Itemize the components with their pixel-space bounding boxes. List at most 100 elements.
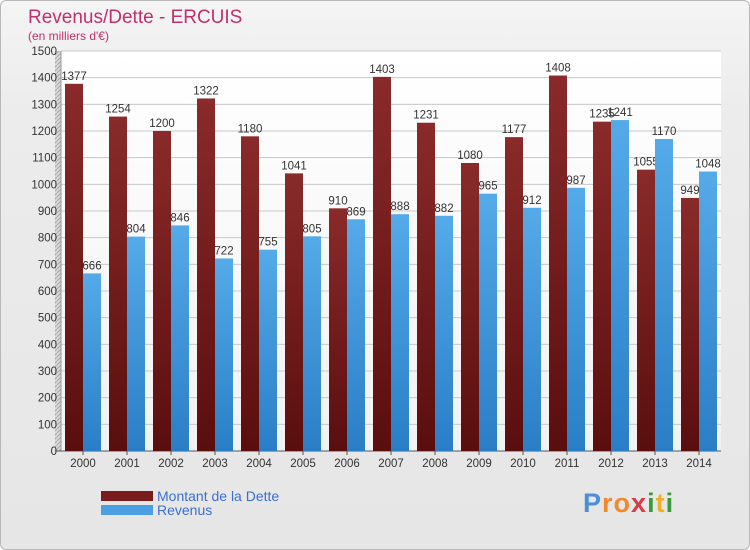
bar-dette xyxy=(109,116,127,451)
y-tick-label: 1100 xyxy=(32,153,57,165)
bar-revenus xyxy=(391,214,409,451)
y-tick-label: 600 xyxy=(38,286,57,298)
data-label-dette: 1235 xyxy=(589,109,615,121)
data-label-revenus: 804 xyxy=(126,224,146,236)
bar-revenus xyxy=(347,219,365,451)
data-label-revenus: 846 xyxy=(170,212,189,224)
x-tick-label: 2013 xyxy=(642,458,668,470)
x-tick-label: 2010 xyxy=(510,458,536,470)
x-tick-label: 2009 xyxy=(466,458,492,470)
data-label-revenus: 1170 xyxy=(652,126,677,138)
data-label-revenus: 912 xyxy=(522,195,541,207)
logo-letter: x xyxy=(631,488,648,518)
data-label-revenus: 882 xyxy=(434,203,453,215)
legend-label-dette: Montant de la Dette xyxy=(157,488,280,504)
bar-revenus xyxy=(127,236,145,451)
bar-revenus xyxy=(171,225,189,451)
bar-revenus xyxy=(435,215,453,451)
bar-dette xyxy=(241,136,259,452)
data-label-dette: 1041 xyxy=(281,160,307,172)
y-tick-label: 1500 xyxy=(31,46,57,58)
data-label-revenus: 869 xyxy=(346,206,365,218)
y-tick-label: 300 xyxy=(38,366,57,378)
x-tick-label: 2005 xyxy=(290,458,316,470)
x-tick-label: 2004 xyxy=(246,458,272,470)
bar-dette xyxy=(285,173,303,451)
bar-revenus xyxy=(303,236,321,451)
bar-revenus xyxy=(259,249,277,451)
legend-item-dette: Montant de la Dette xyxy=(101,487,279,505)
bar-revenus xyxy=(83,273,101,451)
x-tick-label: 2011 xyxy=(555,458,580,470)
data-label-revenus: 755 xyxy=(258,237,277,249)
bar-revenus xyxy=(215,258,233,451)
bar-dette xyxy=(505,137,523,451)
y-tick-label: 0 xyxy=(51,446,57,458)
bar-dette xyxy=(417,122,435,451)
logo-letter: P xyxy=(583,488,603,518)
data-label-revenus: 1241 xyxy=(607,107,633,119)
data-label-dette: 1231 xyxy=(413,110,439,122)
bar-revenus xyxy=(479,193,497,451)
x-tick-label: 2008 xyxy=(422,458,448,470)
x-tick-label: 2014 xyxy=(686,458,712,470)
x-tick-label: 2000 xyxy=(70,458,96,470)
y-tick-label: 200 xyxy=(38,393,57,405)
bar-dette xyxy=(681,197,699,451)
data-label-revenus: 805 xyxy=(302,223,321,235)
y-axis-wall xyxy=(55,51,61,451)
data-label-revenus: 666 xyxy=(82,260,101,272)
bar-dette xyxy=(461,163,479,451)
data-label-dette: 1177 xyxy=(502,124,527,136)
bar-dette xyxy=(637,169,655,451)
y-tick-label: 700 xyxy=(38,259,57,271)
data-label-dette: 1080 xyxy=(457,150,483,162)
bar-dette xyxy=(153,131,171,451)
chart-title: Revenus/Dette - ERCUIS xyxy=(28,7,243,28)
data-label-revenus: 1048 xyxy=(695,159,721,171)
bar-dette xyxy=(65,83,83,452)
legend-swatch-revenus xyxy=(101,505,153,515)
bar-dette xyxy=(197,98,215,451)
y-tick-label: 1200 xyxy=(31,126,57,138)
data-label-dette: 910 xyxy=(328,195,347,207)
bar-dette xyxy=(593,121,611,452)
data-label-dette: 1180 xyxy=(238,123,263,135)
legend-swatch-dette xyxy=(101,491,153,501)
data-label-dette: 1408 xyxy=(545,63,571,75)
bar-revenus xyxy=(523,207,541,451)
bar-dette xyxy=(549,75,567,452)
y-tick-label: 100 xyxy=(38,419,57,431)
logo-letter: t xyxy=(655,488,666,518)
bar-revenus xyxy=(611,120,629,452)
y-tick-label: 1400 xyxy=(31,73,57,85)
y-tick-label: 800 xyxy=(38,233,57,245)
bar-revenus xyxy=(567,187,585,452)
y-tick-label: 1300 xyxy=(31,99,57,111)
x-tick-label: 2002 xyxy=(158,458,184,470)
bar-revenus xyxy=(655,139,673,451)
logo-letter: i xyxy=(665,488,675,518)
logo-letter: i xyxy=(647,488,656,518)
y-tick-label: 900 xyxy=(38,206,57,218)
x-tick-label: 2012 xyxy=(598,458,624,470)
x-tick-label: 2003 xyxy=(202,458,228,470)
y-tick-label: 500 xyxy=(38,313,57,325)
bar-dette xyxy=(329,208,347,451)
logo-letter: o xyxy=(613,488,632,518)
chart-subtitle: (en milliers d'€) xyxy=(28,29,109,43)
data-label-revenus: 987 xyxy=(566,175,585,187)
legend-item-revenus: Revenus xyxy=(101,501,212,519)
data-label-dette: 1403 xyxy=(369,64,395,76)
data-label-dette: 1254 xyxy=(105,104,131,116)
x-tick-label: 2007 xyxy=(378,458,404,470)
data-label-dette: 1055 xyxy=(633,157,659,169)
data-label-dette: 949 xyxy=(680,185,699,197)
data-label-revenus: 965 xyxy=(478,181,497,193)
x-tick-label: 2001 xyxy=(114,458,140,470)
bar-dette xyxy=(373,76,391,451)
logo-letter: r xyxy=(602,488,614,518)
y-tick-label: 400 xyxy=(38,339,57,351)
